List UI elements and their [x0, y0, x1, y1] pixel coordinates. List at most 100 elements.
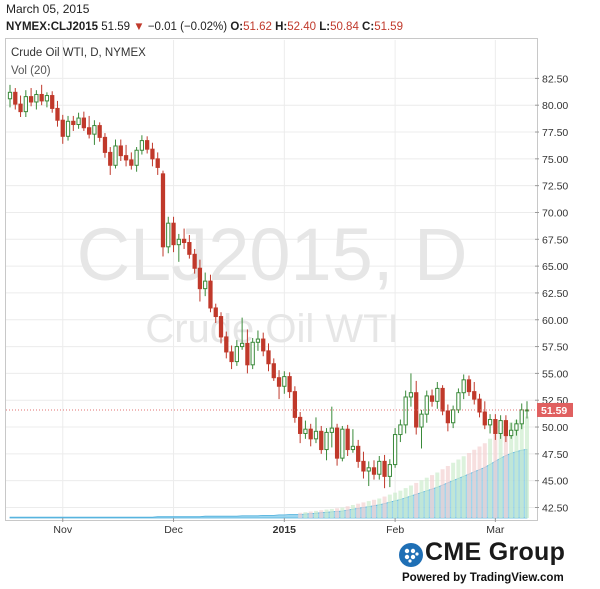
candle-body	[445, 410, 451, 424]
volume-bar	[498, 429, 503, 518]
y-tick-label: 65.00	[542, 261, 568, 273]
volume-bar	[387, 494, 392, 518]
candle-body	[487, 419, 493, 426]
candle-body	[356, 445, 361, 462]
watermark-name: Crude Oil WTI	[145, 307, 398, 351]
candle-body	[187, 242, 192, 255]
candle-body	[350, 445, 356, 451]
candle-body	[34, 93, 39, 103]
volume-bar	[408, 485, 413, 518]
down-arrow-icon: ▼	[133, 21, 145, 33]
volume-bar	[519, 417, 524, 518]
candle-body	[55, 107, 60, 121]
price-change: −0.01 (−0.02%)	[147, 21, 228, 33]
candle-body	[287, 376, 292, 393]
candle-body	[160, 173, 166, 248]
current-price-label: 51.59	[541, 405, 567, 417]
current-price-tag	[537, 402, 573, 417]
chart-frame[interactable]	[5, 38, 538, 521]
volume-bar	[477, 446, 482, 518]
volume-bar	[456, 459, 461, 518]
candle-body	[266, 350, 271, 365]
candle-body	[245, 342, 250, 366]
candle-body	[271, 363, 276, 379]
candle-body	[203, 280, 208, 290]
candle-body	[477, 398, 482, 413]
y-tick-label: 72.50	[542, 181, 568, 193]
volume-bar	[414, 482, 419, 518]
volume-bar	[419, 480, 424, 518]
x-tick-label: 2015	[273, 524, 297, 536]
candle-body	[86, 127, 92, 135]
candle-body	[250, 341, 255, 366]
open-value: 51.62	[243, 21, 272, 33]
y-tick-label: 67.50	[542, 234, 568, 246]
open-label: O:	[230, 21, 244, 33]
cme-globe-icon	[399, 543, 423, 567]
x-tick-label: Mar	[486, 524, 505, 536]
volume-bar	[372, 499, 377, 518]
chart-title: Crude Oil WTI, D, NYMEX	[11, 47, 146, 59]
candle-body	[23, 96, 28, 113]
candle-body	[371, 467, 377, 475]
volume-bar	[298, 512, 303, 518]
y-tick-label: 62.50	[542, 288, 568, 300]
close-label: C:	[362, 21, 375, 33]
volume-bar	[472, 449, 477, 518]
high-label: H:	[275, 21, 288, 33]
candles	[7, 84, 530, 489]
quote-line: NYMEX:CLJ2015 51.59 ▼ −0.01 (−0.02%) O:5…	[6, 21, 403, 33]
candle-body	[503, 420, 509, 437]
volume-bar	[488, 438, 493, 518]
volume-bar	[525, 416, 529, 518]
candle-body	[377, 460, 382, 475]
volume-bar	[403, 488, 408, 518]
candle-body	[345, 428, 350, 451]
volume-bar	[445, 466, 450, 518]
candle-body	[461, 379, 466, 394]
candle-body	[298, 416, 303, 434]
candle-body	[282, 376, 287, 387]
volume-area	[9, 416, 529, 519]
candle-body	[387, 464, 392, 477]
volume-bar	[303, 512, 308, 518]
candle-body	[39, 93, 44, 102]
volume-label: Vol (20)	[11, 65, 51, 77]
x-tick-label: Feb	[386, 524, 404, 536]
price-chart[interactable]: CLJ2015, D Crude Oil WTI 82.50 80.00 77.50…	[0, 0, 600, 540]
low-label: L:	[319, 21, 331, 33]
low-value: 50.84	[330, 21, 359, 33]
candle-body	[50, 95, 55, 109]
volume-bar	[398, 490, 403, 518]
candle-body	[65, 120, 71, 137]
volume-bar	[440, 469, 445, 518]
volume-bar	[350, 505, 355, 518]
y-tick-label: 42.50	[542, 502, 568, 514]
volume-bar	[509, 422, 514, 518]
candle-body	[197, 267, 203, 290]
candle-body	[102, 136, 108, 153]
candle-body	[28, 96, 34, 103]
candle-body	[229, 351, 234, 363]
volume-bar	[377, 498, 382, 518]
volume-bar	[393, 492, 398, 518]
candle-body	[213, 307, 218, 318]
volume-bar	[430, 475, 435, 518]
candle-body	[472, 391, 477, 400]
symbol-label: NYMEX:CLJ2015	[6, 21, 99, 33]
candle-body	[255, 338, 261, 343]
candle-body	[71, 120, 76, 126]
candle-body	[224, 336, 229, 353]
candle-body	[514, 423, 519, 431]
candle-body	[382, 460, 387, 477]
volume-bar	[451, 462, 456, 518]
candle-body	[313, 430, 319, 440]
candle-body	[261, 338, 266, 352]
y-tick-label: 57.50	[542, 342, 568, 354]
volume-bar	[335, 508, 340, 518]
candle-body	[171, 222, 176, 246]
volume-bar	[319, 510, 324, 518]
candle-body	[493, 419, 498, 434]
volume-bar	[493, 434, 498, 518]
candle-body	[123, 155, 129, 161]
